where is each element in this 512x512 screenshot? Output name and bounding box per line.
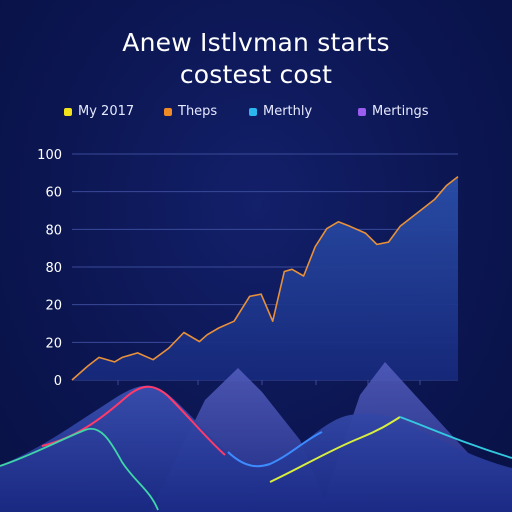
area-layer: [71, 175, 459, 381]
legend-label: Merthly: [263, 104, 313, 119]
legend-swatch: [249, 107, 257, 116]
wave-blue: [227, 431, 323, 468]
chart-title-line-1: Anew Istlvman starts: [122, 28, 390, 57]
area-fill: [72, 176, 458, 380]
legend-item-theps[interactable]: Theps: [164, 104, 217, 119]
legend-item-merthly[interactable]: Merthly: [249, 104, 312, 119]
legend-swatch: [358, 107, 366, 116]
y-tick-label: 0: [54, 374, 62, 389]
legend: My 2017 Theps Merthly Mertings: [0, 104, 512, 124]
wave-cyan: [399, 416, 512, 459]
series-line: [71, 175, 459, 381]
y-tick-label: 60: [45, 186, 62, 201]
y-tick-label: 20: [45, 299, 62, 314]
wave-green: [0, 427, 159, 511]
wave-red: [41, 385, 226, 456]
legend-item-mertings[interactable]: Mertings: [358, 104, 429, 119]
y-tick-label: 20: [45, 336, 62, 351]
wave-yellow: [269, 416, 401, 483]
chart-title: Anew Istlvman starts costest cost: [0, 27, 512, 91]
decorative-mountains: [0, 362, 512, 512]
legend-swatch: [64, 107, 72, 116]
legend-swatch: [164, 107, 172, 116]
legend-item-my-2017[interactable]: My 2017: [64, 104, 134, 119]
y-tick-label: 100: [37, 148, 62, 163]
y-tick-label: 80: [45, 223, 62, 238]
legend-label: My 2017: [78, 104, 135, 119]
mountain-front: [0, 385, 512, 512]
legend-label: Theps: [178, 104, 218, 119]
chart-title-line-2: costest cost: [179, 60, 333, 89]
y-tick-label: 80: [45, 261, 62, 276]
legend-label: Mertings: [372, 104, 429, 119]
y-axis-ticks: 0 20 20 80 80 60 100: [37, 148, 62, 389]
